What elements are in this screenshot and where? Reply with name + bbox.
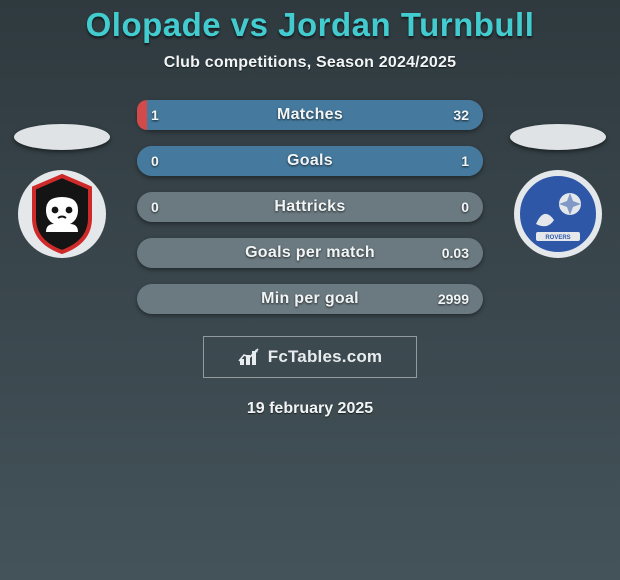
stat-row: 0 1 Goals [137, 146, 483, 176]
player-right-column: ROVERS [508, 124, 608, 258]
comparison-card: Olopade vs Jordan Turnbull Club competit… [0, 0, 620, 580]
stat-label: Hattricks [274, 198, 345, 216]
brand-box[interactable]: FcTables.com [203, 336, 417, 378]
stat-row: 2999 Min per goal [137, 284, 483, 314]
tranmere-crest-icon: ROVERS [514, 170, 602, 258]
stat-row: 0 0 Hattricks [137, 192, 483, 222]
page-title: Olopade vs Jordan Turnbull [86, 6, 535, 44]
stat-label: Min per goal [261, 290, 359, 308]
stat-fill-left [137, 100, 147, 130]
player-left-column [12, 124, 112, 258]
stat-value-right: 0.03 [442, 245, 469, 261]
stat-row: 1 32 Matches [137, 100, 483, 130]
footer-date: 19 february 2025 [247, 400, 373, 418]
svg-text:ROVERS: ROVERS [545, 235, 570, 241]
stat-label: Matches [277, 106, 343, 124]
bar-chart-icon [238, 347, 262, 367]
brand-text: FcTables.com [268, 347, 383, 367]
stat-value-right: 2999 [438, 291, 469, 307]
salford-crest-icon [18, 170, 106, 258]
stat-value-right: 1 [461, 153, 469, 169]
stat-label: Goals per match [245, 244, 375, 262]
stat-value-right: 32 [453, 107, 469, 123]
player-left-club-crest [18, 170, 106, 258]
stat-value-left: 0 [151, 153, 159, 169]
stat-value-left: 1 [151, 107, 159, 123]
player-right-club-crest: ROVERS [514, 170, 602, 258]
stat-label: Goals [287, 152, 333, 170]
stat-row: 0.03 Goals per match [137, 238, 483, 268]
stat-value-right: 0 [461, 199, 469, 215]
page-subtitle: Club competitions, Season 2024/2025 [164, 54, 456, 72]
stat-value-left: 0 [151, 199, 159, 215]
player-right-avatar-placeholder [510, 124, 606, 150]
player-left-avatar-placeholder [14, 124, 110, 150]
